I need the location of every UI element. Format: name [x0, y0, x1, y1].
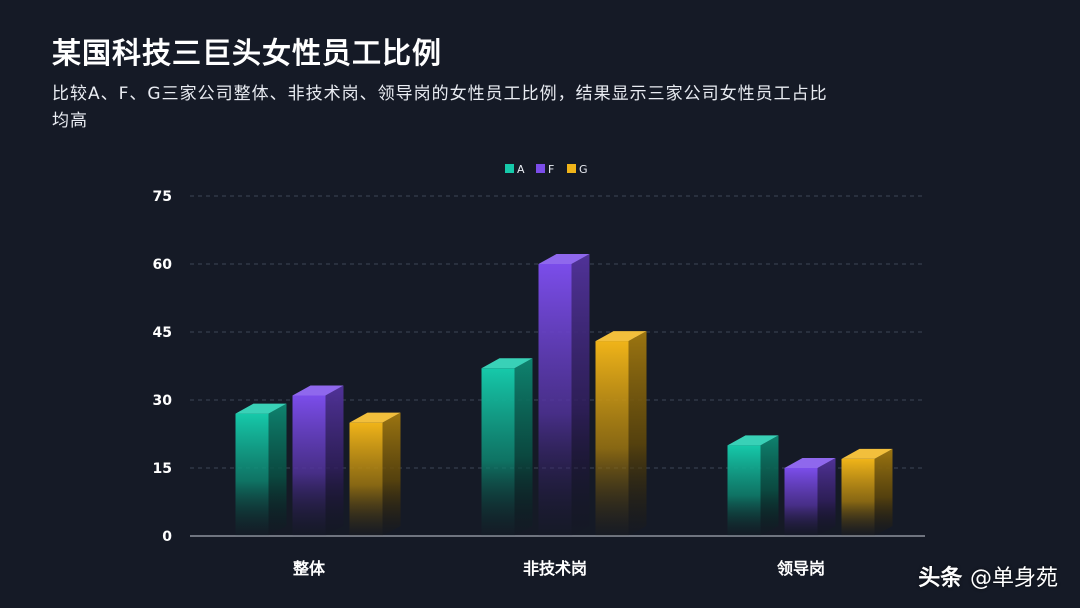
bar-side-face: [325, 385, 344, 536]
bar-front-face: [481, 368, 515, 536]
watermark-handle: @单身苑: [969, 566, 1058, 591]
bar-top-face: [538, 254, 590, 264]
chart-title: 某国科技三巨头女性员工比例: [52, 36, 443, 70]
bar-side-face: [268, 403, 287, 536]
bar-front-face: [784, 468, 818, 536]
legend-swatch: [567, 164, 576, 173]
legend-label: G: [579, 163, 588, 176]
bar-top-face: [235, 403, 287, 414]
bar-front-face: [292, 395, 326, 536]
y-tick-label: 45: [153, 325, 172, 341]
y-tick-label: 30: [153, 393, 173, 409]
bar-front-face: [235, 413, 269, 536]
watermark: 头条 @单身苑: [918, 560, 1058, 592]
bar-side-face: [760, 435, 779, 536]
bar-front-face: [727, 445, 761, 536]
chart-subtitle: 比较A、F、G三家公司整体、非技术岗、领导岗的女性员工比例，结果显示三家公司女性…: [52, 84, 828, 131]
y-tick-label: 0: [162, 529, 172, 545]
y-tick-label: 15: [153, 461, 172, 477]
y-tick-label: 75: [153, 189, 172, 205]
bar-front-face: [841, 458, 875, 536]
bar-G-非技术岗: [595, 331, 647, 536]
bar-A-整体: [235, 403, 287, 536]
bar-F-非技术岗: [538, 254, 590, 536]
legend-label: A: [517, 163, 525, 176]
bar-side-face: [382, 412, 401, 536]
bar-top-face: [595, 331, 647, 342]
bar-side-face: [817, 458, 836, 536]
legend-item-A: A: [505, 163, 525, 176]
y-tick-label: 60: [153, 257, 173, 273]
bar-top-face: [841, 448, 893, 459]
bar-side-face: [514, 358, 533, 536]
legend-item-G: G: [567, 163, 588, 176]
legend-label: F: [548, 163, 554, 176]
x-tick-label: 整体: [292, 559, 326, 578]
bar-A-非技术岗: [481, 358, 533, 536]
y-axis: 0 15 30 45 60 75: [153, 189, 173, 545]
bar-A-领导岗: [727, 435, 779, 536]
bar-side-face: [628, 331, 647, 536]
bars: [235, 254, 893, 536]
bar-top-face: [784, 458, 836, 468]
bar-F-领导岗: [784, 458, 836, 536]
bar-front-face: [595, 341, 629, 536]
x-tick-label: 领导岗: [777, 559, 825, 578]
bar-G-领导岗: [841, 448, 893, 536]
bar-F-整体: [292, 385, 344, 536]
bar-top-face: [481, 358, 533, 369]
legend-swatch: [536, 164, 545, 173]
x-tick-label: 非技术岗: [523, 559, 587, 578]
bar-front-face: [349, 422, 383, 536]
bar-top-face: [727, 435, 779, 446]
bar-side-face: [874, 448, 893, 536]
bar-front-face: [538, 264, 572, 536]
bar-G-整体: [349, 412, 401, 536]
legend-item-F: F: [536, 163, 554, 176]
bar-side-face: [571, 254, 590, 536]
bar-top-face: [349, 412, 401, 423]
x-axis-labels: 整体 非技术岗 领导岗: [292, 559, 825, 578]
legend-swatch: [505, 164, 514, 173]
watermark-brand: 头条: [918, 566, 963, 591]
bar-top-face: [292, 385, 344, 396]
